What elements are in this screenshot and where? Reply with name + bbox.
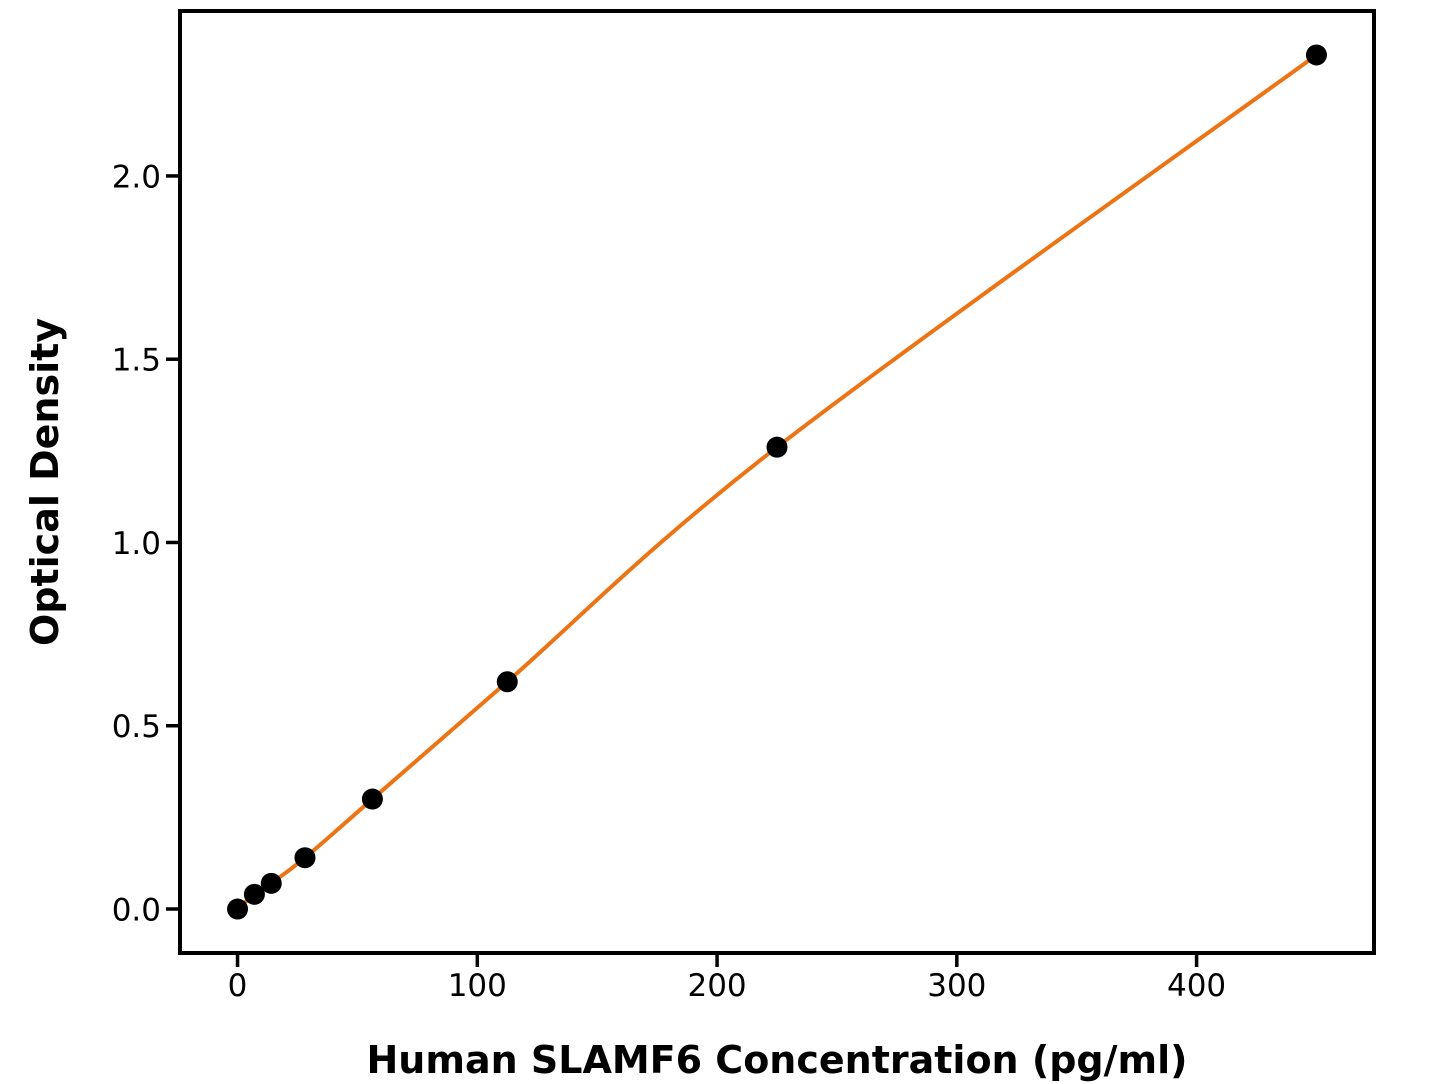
data-point [243,883,265,905]
data-point [1305,44,1327,66]
x-tick-label: 0 [228,968,248,1004]
x-tick-label: 200 [687,968,746,1004]
y-tick-label: 1.0 [112,526,161,562]
plot-area: 0 100 200 300 400 0.0 0.5 1.0 1.5 2.0 [112,9,1376,1004]
data-point [227,898,249,920]
x-tick-label: 100 [448,968,507,1004]
data-point [496,671,518,693]
data-point [260,872,282,894]
plot-border [178,9,1376,955]
y-tick-label: 2.0 [112,159,161,195]
data-point [361,788,383,810]
x-tick-label: 300 [927,968,986,1004]
fit-curve [235,52,1319,912]
data-point [766,436,788,458]
y-tick-label: 1.5 [112,343,161,379]
x-tick-label: 400 [1167,968,1226,1004]
y-tick-label: 0.5 [112,709,161,745]
y-axis-title: Optical Density [23,318,67,646]
data-point [294,847,316,869]
y-tick-label: 0.0 [112,893,161,929]
x-axis-title: Human SLAMF6 Concentration (pg/ml) [367,1038,1188,1082]
